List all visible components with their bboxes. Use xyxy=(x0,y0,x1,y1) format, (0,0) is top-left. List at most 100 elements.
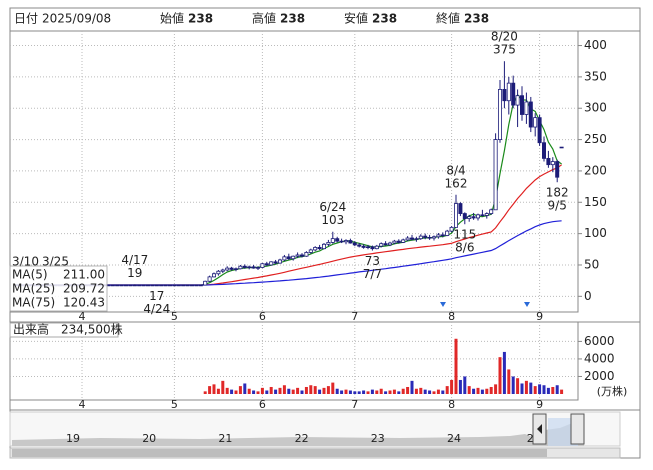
annotation-value: 19 xyxy=(127,266,142,280)
candle-body xyxy=(542,142,547,159)
volume-bar xyxy=(269,386,273,394)
y-tick-label: 150 xyxy=(584,195,607,209)
volume-bar xyxy=(287,388,291,394)
candle-body xyxy=(405,237,410,241)
candle-body xyxy=(115,284,120,287)
candle-body xyxy=(445,230,450,236)
candle-body xyxy=(145,284,150,287)
navigator-label: 21 xyxy=(218,432,232,445)
candle-body xyxy=(493,139,498,211)
candle-body xyxy=(110,284,115,287)
candle-body xyxy=(396,240,401,243)
candle-body xyxy=(533,117,538,128)
handle-arrow xyxy=(537,424,542,434)
volume-bar xyxy=(296,387,300,394)
candle-body xyxy=(440,234,445,237)
candle-body xyxy=(141,284,146,287)
candle-body xyxy=(414,238,419,240)
event-marker[interactable] xyxy=(440,302,446,307)
legend-value: 209.72 xyxy=(63,282,105,296)
candle-body xyxy=(308,249,313,253)
volume-bar xyxy=(243,383,247,394)
annotation-value: 17 xyxy=(149,289,164,303)
range-handle-right[interactable] xyxy=(570,413,585,445)
candle-body xyxy=(467,216,472,219)
volume-bar xyxy=(353,391,357,394)
volume-bar xyxy=(555,385,559,394)
candle-body xyxy=(427,236,432,239)
candle-body xyxy=(167,284,172,287)
header-label: 高値 xyxy=(252,11,276,26)
candle-body xyxy=(181,284,186,287)
volume-bar xyxy=(208,386,212,394)
volume-bar xyxy=(309,385,313,394)
candle-body xyxy=(203,280,208,286)
candle-body xyxy=(150,284,155,287)
candle-body xyxy=(189,284,194,287)
volume-bar xyxy=(282,385,286,394)
header-value: 238 xyxy=(188,12,213,26)
x-tick-label: 8 xyxy=(448,398,455,411)
candle-body xyxy=(119,284,124,287)
y-tick-label: 0 xyxy=(584,289,592,303)
annotation-value: 375 xyxy=(493,43,516,57)
candle-body xyxy=(449,226,454,232)
volume-bar xyxy=(529,382,533,394)
header-value: 238 xyxy=(280,12,305,26)
scrollbar-thumb[interactable] xyxy=(12,449,547,457)
candle-body xyxy=(304,252,309,257)
volume-panel xyxy=(9,321,579,401)
volume-bar xyxy=(260,387,264,394)
volume-bar xyxy=(538,384,542,394)
candle-body xyxy=(220,269,225,272)
candle-body xyxy=(251,266,256,269)
legend-label: MA(5) xyxy=(12,268,48,282)
candle-body xyxy=(515,95,520,106)
candle-body xyxy=(154,284,159,287)
volume-title: 出来高 234,500株 xyxy=(13,322,123,337)
candle-body xyxy=(484,213,489,216)
x-tick-label: 5 xyxy=(171,398,178,411)
candle-body xyxy=(431,236,436,239)
header-value: 238 xyxy=(372,12,397,26)
note: 3/25 xyxy=(42,255,69,269)
candle-body xyxy=(520,95,525,115)
x-tick-label: 4 xyxy=(79,398,86,411)
volume-bar xyxy=(322,387,326,394)
volume-bar xyxy=(436,389,440,394)
candle-body xyxy=(277,259,282,264)
volume-bar xyxy=(511,376,515,394)
candle-body xyxy=(194,284,199,287)
candle-body xyxy=(383,243,388,246)
header-label: 終値 xyxy=(436,11,460,26)
candle-body xyxy=(546,157,551,166)
candle-body xyxy=(260,263,265,268)
candle-body xyxy=(352,242,357,246)
volume-bar xyxy=(357,391,361,394)
volume-bar xyxy=(445,386,449,394)
legend-value: 120.43 xyxy=(63,296,105,310)
x-tick-label: 5 xyxy=(171,310,178,323)
candle-body xyxy=(550,161,555,166)
volume-bar xyxy=(542,385,546,394)
candle-body xyxy=(506,82,511,102)
candle-body xyxy=(357,244,362,247)
candle-body xyxy=(159,284,164,287)
volume-bar xyxy=(348,390,352,394)
volume-bar xyxy=(234,390,238,394)
candle-body xyxy=(238,265,243,270)
volume-bar xyxy=(278,387,282,394)
candle-body xyxy=(475,214,480,219)
event-marker[interactable] xyxy=(524,302,530,307)
candle-body xyxy=(524,101,529,115)
volume-bar xyxy=(410,380,414,394)
candle-body xyxy=(365,246,370,248)
volume-bar xyxy=(397,391,401,394)
volume-bar xyxy=(212,384,216,394)
candle-body xyxy=(511,82,516,106)
price-panel xyxy=(9,30,579,313)
candle-body xyxy=(176,284,181,287)
y-tick-label: 50 xyxy=(584,257,599,271)
legend-label: MA(25) xyxy=(12,282,55,296)
annotation-date: 8/4 xyxy=(446,163,465,177)
